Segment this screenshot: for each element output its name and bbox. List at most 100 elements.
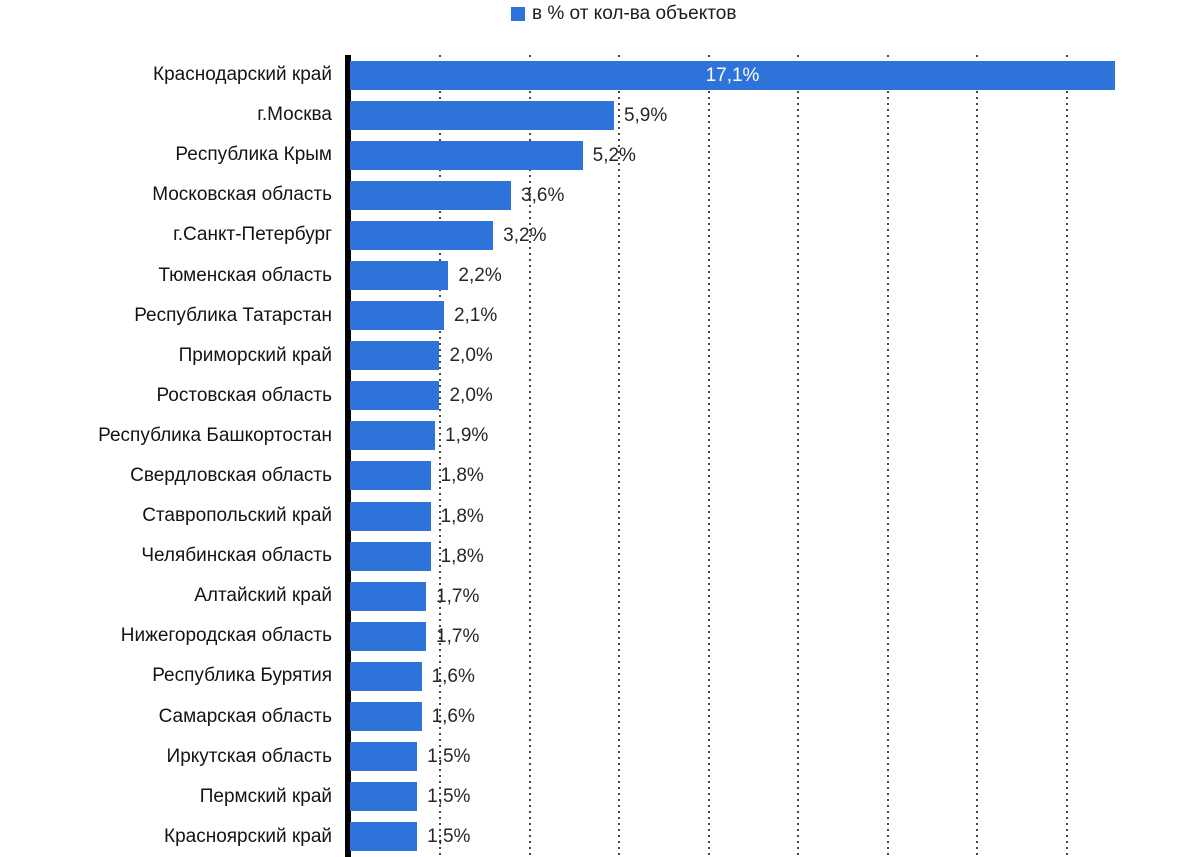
bar [350,541,431,571]
bar-row: Красноярский край 1,5% [0,817,1200,857]
bar [350,220,494,250]
bar-row: Республика Татарстан 2,1% [0,296,1200,336]
value-label: 2,2% [458,265,502,287]
value-label: 17,1% [705,64,760,86]
value-label: 1,5% [427,786,471,808]
bar-row: Краснодарский край 17,1% [0,55,1200,95]
bar-row: Свердловская область 1,8% [0,456,1200,496]
bar-row: Московская область 3,6% [0,175,1200,215]
bar-row: Нижегородская область 1,7% [0,616,1200,656]
bar [350,661,422,691]
bar [350,702,422,732]
bar-row: Пермский край 1,5% [0,777,1200,817]
gridline [886,55,889,857]
value-label: 3,6% [521,184,565,206]
gridline [528,55,531,857]
bar-cell: 2,0% [350,341,1200,371]
bar [350,822,418,852]
legend: в % от кол-ва объектов [511,3,736,25]
gridline [976,55,979,857]
category-label: Республика Башкортостан [98,424,332,446]
value-label: 5,9% [623,104,668,126]
bar [350,100,614,130]
value-label: 1,5% [427,826,471,848]
bar [350,180,512,210]
bar-row: Тюменская область 2,2% [0,255,1200,295]
value-label: 2,1% [453,305,498,327]
bar-cell: 5,9% [350,100,1200,130]
category-label: г.Санкт-Петербург [173,224,332,246]
bar [350,381,440,411]
value-label: 1,8% [440,545,484,567]
bar [350,261,449,291]
bar-row: Республика Крым 5,2% [0,135,1200,175]
bar-cell: 1,9% [350,421,1200,451]
plot-area [350,55,1200,857]
bar-row: Приморский край 2,0% [0,336,1200,376]
y-axis-line [345,55,351,857]
bar-cell: 1,8% [350,461,1200,491]
bar-cell: 1,8% [350,541,1200,571]
bar [350,421,435,451]
category-label: Нижегородская область [120,625,332,647]
category-label: г.Москва [257,104,332,126]
category-label: Республика Татарстан [134,304,332,326]
legend-label: в % от кол-ва объектов [532,3,737,24]
value-label: 1,8% [440,465,484,487]
value-label: 1,8% [440,505,484,527]
bar-cell: 5,2% [350,140,1200,170]
category-label: Республика Бурятия [152,665,332,687]
bar-cell: 17,1% [350,60,1200,90]
category-label: Иркутская область [166,745,332,767]
category-label: Челябинская область [141,545,332,567]
category-label: Краснодарский край [153,64,332,86]
bar-row: Республика Башкортостан 1,9% [0,416,1200,456]
category-label: Ставропольский край [142,505,332,527]
bar-cell: 3,6% [350,180,1200,210]
bar-cell: 1,8% [350,501,1200,531]
bar-row: Челябинская область 1,8% [0,536,1200,576]
value-label: 3,2% [503,224,547,246]
category-label: Свердловская область [130,464,332,486]
value-label: 1,5% [427,746,471,768]
bar-cell: 2,1% [350,301,1200,331]
bar [350,782,418,812]
bar-row: Ставропольский край 1,8% [0,496,1200,536]
category-label: Тюменская область [158,264,332,286]
category-label: Самарская область [158,705,332,727]
category-label: Приморский край [178,344,332,366]
bar [350,341,440,371]
value-label: 1,6% [431,706,475,728]
category-label: Пермский край [199,785,332,807]
bar [350,60,1115,90]
bar-cell: 2,0% [350,381,1200,411]
gridline [439,55,442,857]
value-label: 1,6% [431,665,475,687]
bar-cell: 1,5% [350,822,1200,852]
bar [350,581,427,611]
bar-row: Иркутская область 1,5% [0,737,1200,777]
bar-cell: 1,5% [350,742,1200,772]
bar-row: г.Санкт-Петербург 3,2% [0,215,1200,255]
value-label: 1,7% [436,625,480,647]
category-label: Московская область [152,184,332,206]
gridline [618,55,621,857]
category-label: Ростовская область [156,384,332,406]
bar-cell: 1,6% [350,661,1200,691]
bar-cell: 3,2% [350,220,1200,250]
value-label: 5,2% [592,144,636,166]
bar-row: Алтайский край 1,7% [0,576,1200,616]
bar-row: Ростовская область 2,0% [0,376,1200,416]
bar-row: Самарская область 1,6% [0,697,1200,737]
category-label: Красноярский край [164,825,332,847]
bar-cell: 1,7% [350,581,1200,611]
bar [350,301,444,331]
bar [350,140,583,170]
bar [350,461,431,491]
bar-cell: 1,6% [350,702,1200,732]
value-label: 2,0% [449,345,493,367]
bar-row: г.Москва 5,9% [0,95,1200,135]
bar-cell: 1,7% [350,621,1200,651]
bar-cell: 1,5% [350,782,1200,812]
